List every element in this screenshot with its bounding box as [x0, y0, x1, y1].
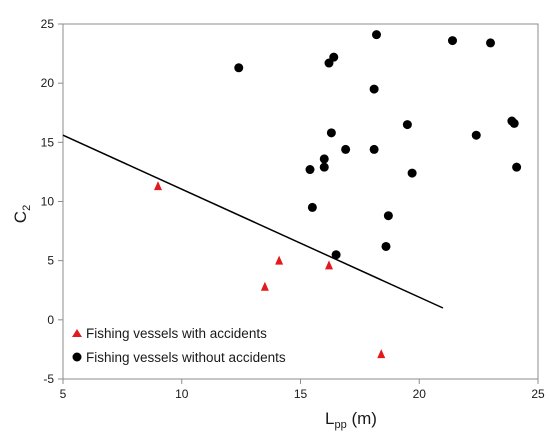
circle-point	[234, 63, 244, 73]
x-tick-label: 15	[294, 387, 308, 401]
circle-point	[341, 144, 351, 154]
triangle-point	[325, 260, 333, 270]
y-tick-label: 15	[41, 135, 55, 149]
trend-lines	[62, 134, 444, 309]
data-points	[154, 30, 522, 359]
y-axis-title: C2	[11, 205, 33, 223]
circle-point	[331, 250, 341, 260]
x-tick-label: 5	[60, 387, 67, 401]
legend-circle-marker	[72, 352, 82, 362]
triangle-point	[260, 281, 269, 291]
circle-point	[381, 241, 391, 251]
y-tick-label: 25	[41, 17, 55, 31]
circle-point	[486, 38, 495, 48]
triangle-point	[154, 181, 162, 191]
x-axis-title: Lpp (m)	[325, 409, 377, 431]
legend-label-without-accidents: Fishing vessels without accidents	[86, 350, 286, 365]
circle-point	[407, 168, 417, 178]
legend-label-with-accidents: Fishing vessels with accidents	[86, 326, 267, 341]
legend-triangle-marker	[72, 329, 82, 337]
circle-point	[509, 118, 519, 128]
legend: Fishing vessels with accidents Fishing v…	[72, 326, 286, 365]
circle-point	[307, 202, 317, 212]
circle-point	[319, 154, 329, 164]
circle-point	[369, 144, 379, 154]
circle-point	[402, 120, 412, 130]
circle-point	[369, 84, 379, 94]
x-tick-label: 20	[413, 387, 427, 401]
circle-point	[471, 130, 481, 140]
circle-point	[372, 30, 381, 40]
x-axis: 5 10 15 20 25	[60, 379, 545, 401]
y-tick-label: -5	[43, 372, 54, 386]
y-axis: -5 0 5 10 15 20 25	[41, 17, 63, 386]
circle-point	[305, 165, 315, 175]
circle-point	[319, 162, 329, 172]
triangle-point	[275, 255, 284, 265]
circle-point	[383, 211, 393, 221]
circle-point	[326, 128, 336, 138]
x-tick-label: 25	[531, 387, 545, 401]
circle-point	[329, 52, 339, 62]
y-tick-label: 5	[47, 254, 54, 268]
x-tick-label: 10	[175, 387, 189, 401]
trend-line	[62, 134, 444, 309]
y-tick-label: 20	[41, 76, 55, 90]
y-tick-label: 10	[41, 195, 55, 209]
y-tick-label: 0	[47, 313, 54, 327]
triangle-point	[377, 349, 386, 359]
circle-point	[448, 36, 457, 46]
circle-point	[512, 162, 522, 172]
